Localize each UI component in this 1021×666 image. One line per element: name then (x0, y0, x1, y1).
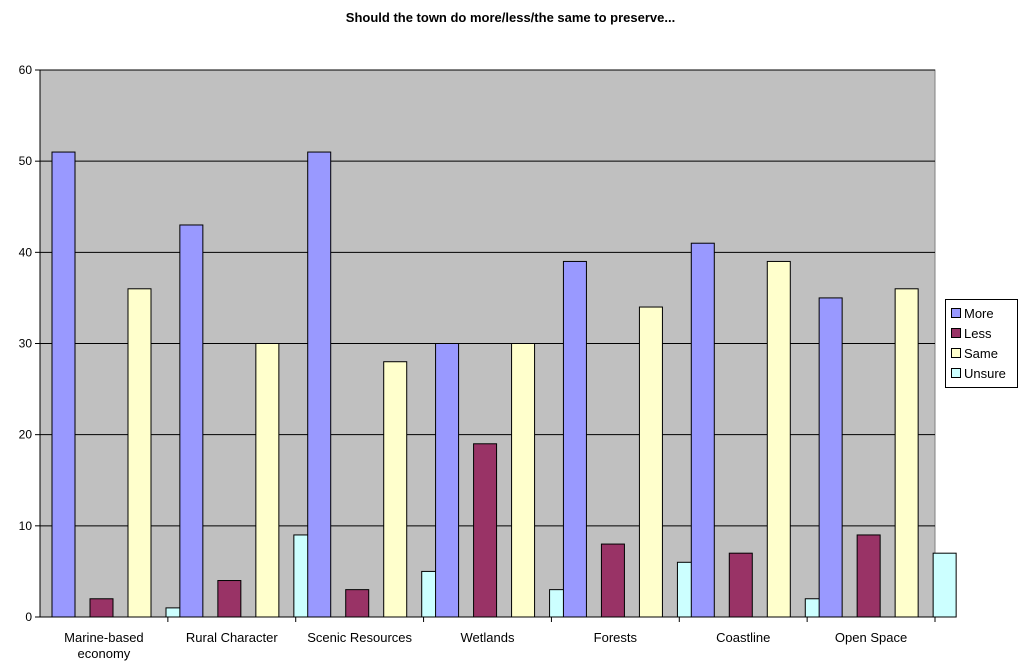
x-tick-label: Rural Character (186, 630, 278, 645)
bar-same-2 (383, 361, 408, 618)
legend-swatch (951, 348, 961, 358)
legend-label: Less (964, 325, 992, 341)
x-tick-label: Wetlands (461, 630, 515, 645)
legend-item-less: Less (951, 323, 1017, 343)
legend-swatch (951, 368, 961, 378)
legend-item-more: More (951, 303, 1017, 323)
bar-more-0 (51, 151, 76, 618)
bar-same-0 (127, 288, 152, 618)
bar-more-1 (179, 224, 204, 618)
y-tick-label: 0 (25, 610, 32, 624)
bar-same-1 (255, 343, 280, 618)
bar-less-5 (728, 552, 753, 618)
y-tick-label: 40 (19, 245, 33, 259)
legend: More Less Same Unsure (945, 299, 1018, 388)
y-tick-label: 20 (19, 428, 33, 442)
x-tick-label: Coastline (716, 630, 770, 645)
bar-less-3 (473, 443, 498, 618)
bar-more-5 (690, 242, 715, 618)
y-tick-label: 50 (19, 154, 33, 168)
bar-less-6 (856, 534, 881, 618)
legend-label: More (964, 305, 994, 321)
bar-less-2 (345, 589, 370, 618)
bar-less-1 (217, 580, 242, 618)
bar-more-4 (562, 260, 587, 618)
legend-swatch (951, 308, 961, 318)
bar-unsure-6 (932, 552, 957, 618)
x-tick-label: Forests (594, 630, 638, 645)
bar-same-4 (638, 306, 663, 618)
bar-same-5 (766, 260, 791, 618)
legend-item-unsure: Unsure (951, 363, 1017, 383)
x-tick-label: Scenic Resources (307, 630, 412, 645)
bar-same-6 (894, 288, 919, 618)
chart-title: Should the town do more/less/the same to… (345, 10, 676, 25)
legend-label: Same (964, 345, 998, 361)
bar-less-4 (600, 543, 625, 618)
x-tick-label: Marine-based economy (64, 630, 144, 661)
legend-item-same: Same (951, 343, 1017, 363)
bar-same-3 (511, 343, 536, 618)
bar-less-0 (89, 598, 114, 618)
y-tick-label: 60 (19, 63, 33, 77)
bar-more-3 (435, 343, 460, 618)
x-tick-label: Open Space (835, 630, 907, 645)
y-tick-label: 30 (19, 337, 33, 351)
y-tick-label: 10 (19, 519, 33, 533)
bar-more-6 (818, 297, 843, 618)
bar-more-2 (307, 151, 332, 618)
legend-label: Unsure (964, 365, 1006, 381)
legend-swatch (951, 328, 961, 338)
